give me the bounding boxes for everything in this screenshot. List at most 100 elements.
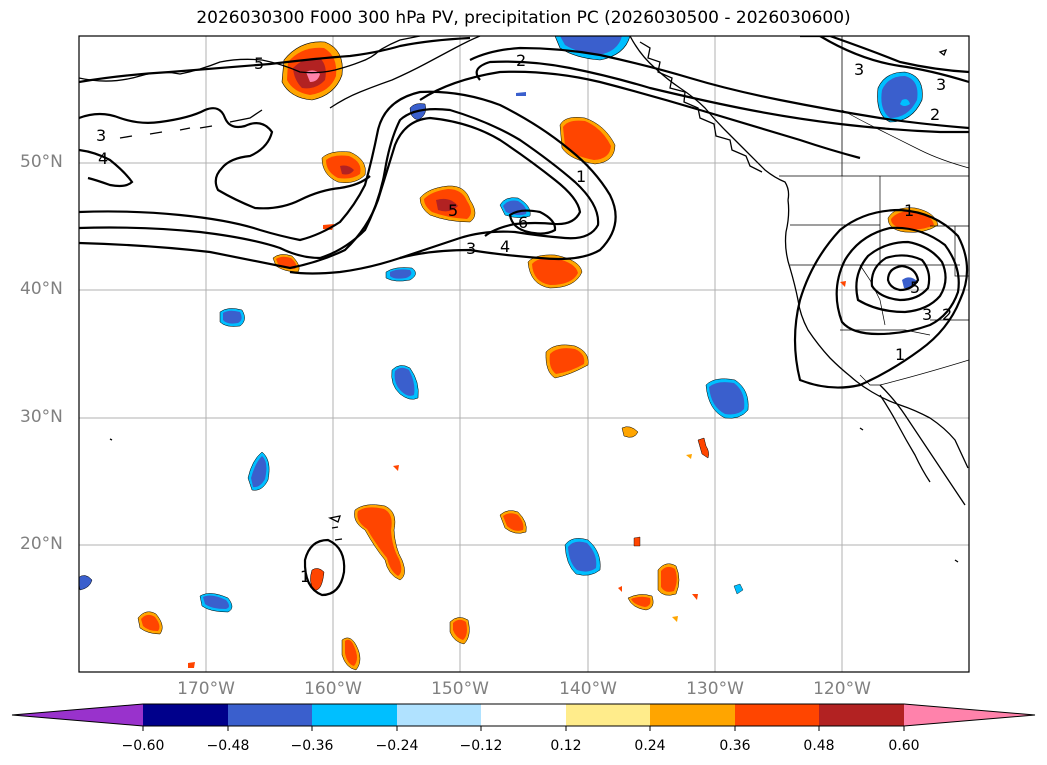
contour-label: 5 [254,54,264,73]
pv-contour [475,60,969,134]
colorbar-tick-label: −0.12 [459,738,503,754]
precip-positive-blob [563,120,611,160]
pv-contour [800,36,969,74]
pv-contour [79,107,371,210]
precip-positive-blob [340,165,354,175]
pv-contour [79,108,600,260]
west-coast [784,199,969,469]
figure-title: 2026030300 F000 300 hPa PV, precipitatio… [196,8,851,28]
map-background [79,36,969,672]
colorbar-segment [735,704,820,726]
lon-label-160w: 160°W [304,679,362,699]
island [109,438,113,441]
pv-contour [793,208,969,389]
precipitation-anomaly-layer [79,36,939,671]
colorbar-tick-label: 0.60 [888,738,920,754]
precip-negative-blob [881,76,918,118]
contour-label: 5 [448,201,458,220]
colorbar-tick-label: 0.48 [803,738,835,754]
precip-positive-blob [345,639,357,666]
colorbar-tick-label: 0.24 [634,738,666,754]
lon-label-130w: 130°W [686,679,744,699]
precip-positive-blob [891,210,934,230]
colorbar-tick-label: −0.60 [121,738,165,754]
precip-negative-blob [203,595,229,609]
precip-positive-blob [310,568,325,591]
map-frame [78,35,970,673]
precip-positive-blob [393,465,399,471]
pv-contour [508,209,557,235]
colorbar-tick-label: −0.36 [290,738,334,754]
pv-contour [303,538,346,597]
contour-label: 3 [96,126,106,145]
lon-label-120w: 120°W [813,679,871,699]
contour-label: 1 [895,345,905,364]
precip-positive-blob [453,619,467,640]
precip-positive-blob [306,70,320,82]
precip-positive-blob [697,437,709,459]
precip-negative-blob [79,575,93,591]
precip-positive-blob [436,198,458,212]
precip-negative-blob [516,92,526,96]
aleutian-islands [119,125,213,139]
colorbar-segment [228,704,313,726]
precip-positive-blob [276,256,297,269]
lat-label-30n: 30°N [20,407,63,427]
colorbar-tick-label: 0.36 [719,738,751,754]
pv-contour [870,254,931,302]
precip-positive-blob [633,536,641,547]
precip-positive-blob [631,596,651,607]
lat-label-50n: 50°N [20,152,63,172]
contour-label: 3 [854,60,864,79]
colorbar-tick-label: −0.24 [375,738,419,754]
precip-positive-blob [357,507,402,576]
precip-negative-blob [251,456,267,488]
colorbar-segment [819,704,904,726]
contour-label: 3 [922,305,932,324]
precip-negative-blob [900,99,910,106]
contour-label: 6 [518,213,528,232]
pv-contour-labels: 5 2 3 3 2 3 4 1 5 6 4 3 1 5 3 2 1 1 [96,51,952,586]
pv-contour [469,46,969,130]
pv-contour-layer [79,36,969,597]
precip-negative-blob [568,541,597,572]
pv-contour [79,148,134,188]
precip-negative-blob [394,367,415,396]
aleutian-islands [229,109,263,123]
pv-contour [79,116,582,270]
colorbar-tick-label: 0.12 [550,738,582,754]
contour-label: 1 [904,201,914,220]
pv-contour [419,70,861,160]
pv-contour [819,36,969,84]
contour-label: 3 [936,75,946,94]
precip-negative-blob [223,310,242,324]
contour-label: 2 [942,305,952,324]
precip-positive-blob [532,257,578,285]
precip-positive-blob [692,594,698,600]
colorbar-segment [481,704,566,726]
colorbar-tick-label: −0.48 [206,738,250,754]
precip-positive-blob [549,348,585,374]
pv-contour [79,36,471,84]
precip-positive-blob [661,566,677,592]
lat-label-20n: 20°N [20,534,63,554]
precip-positive-blob [503,513,524,531]
hawaiian-islands [328,515,343,541]
precip-positive-blob [621,426,639,438]
alaska-panhandle-islands [639,41,763,173]
colorbar-extend-low [12,704,143,726]
baja-inner-coast [879,394,931,483]
lon-label-140w: 140°W [559,679,617,699]
contour-label: 5 [910,278,920,297]
colorbar [11,703,1036,731]
precip-positive-blob [840,281,846,287]
alaska-peninsula-coast [329,36,481,109]
pv-contour [886,264,920,292]
pv-contour [835,226,960,336]
colorbar-segment [566,704,651,726]
contour-label: 3 [466,239,476,258]
pv-contour [855,240,947,314]
province-border [841,109,969,169]
precip-positive-blob [141,614,160,631]
british-columbia-coast [629,36,790,201]
